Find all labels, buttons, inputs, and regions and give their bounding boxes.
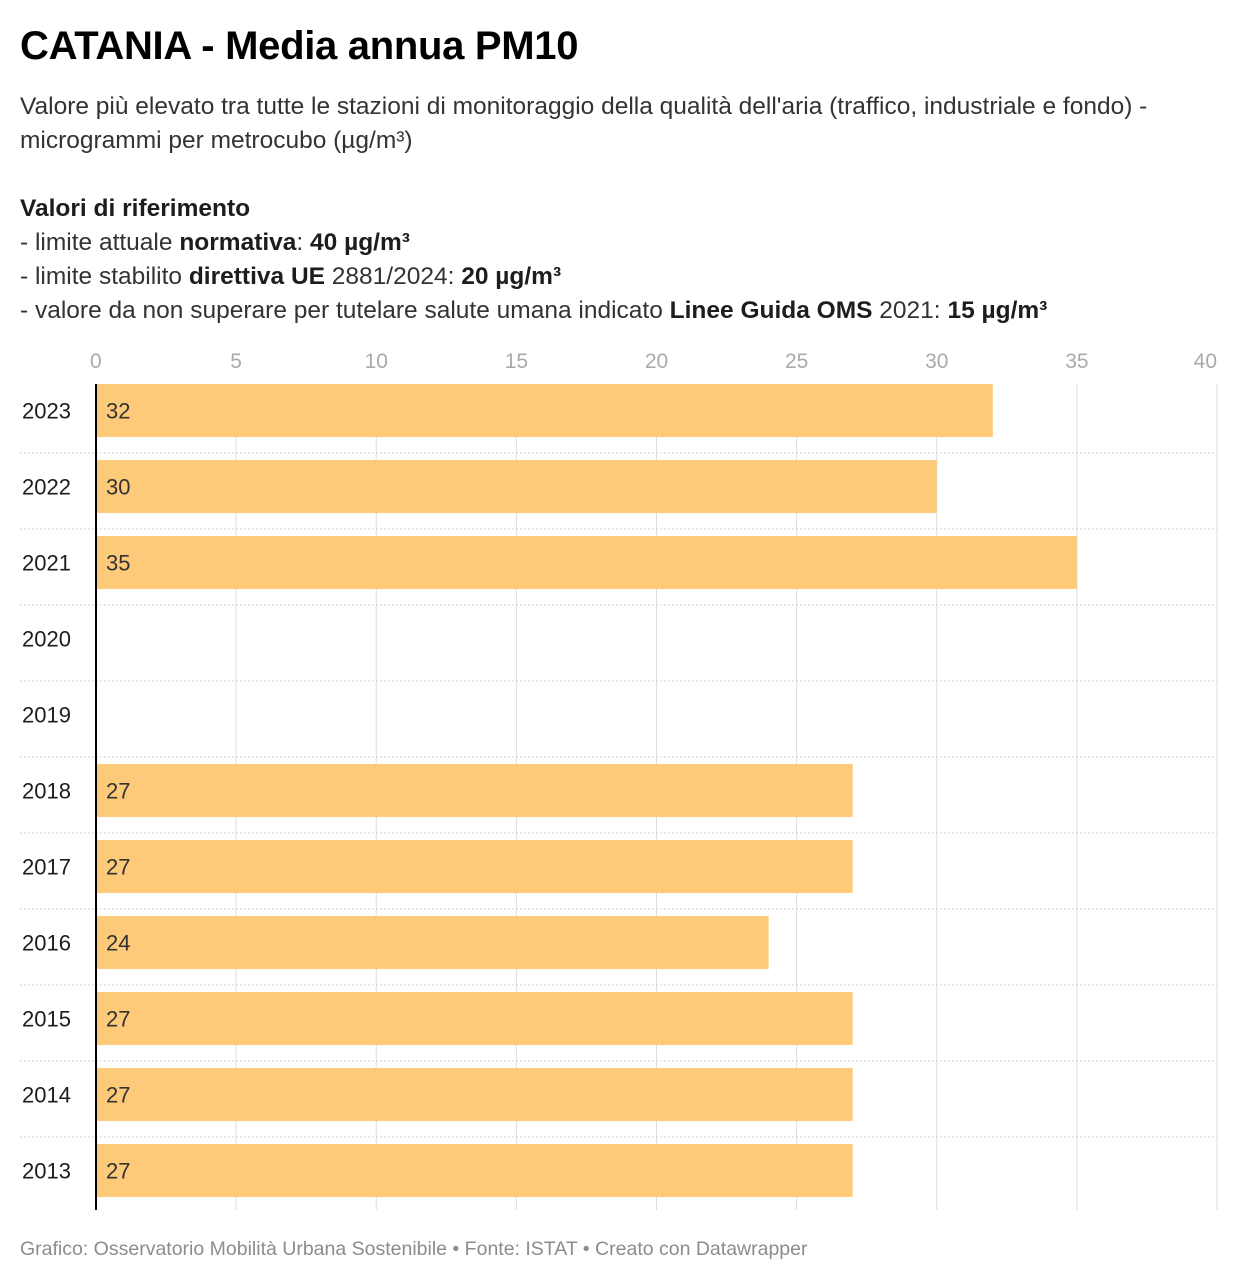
reference-line-normativa: - limite attuale normativa: 40 µg/m³: [20, 226, 1047, 260]
category-label: 2018: [22, 779, 71, 804]
bar: [96, 840, 853, 893]
bar-value-label: 35: [106, 551, 130, 576]
x-tick-label: 30: [925, 350, 948, 373]
x-tick-label: 0: [90, 350, 102, 373]
bar-value-label: 27: [106, 1007, 130, 1032]
category-label: 2021: [22, 551, 71, 576]
chart-title: CATANIA - Media annua PM10: [20, 24, 579, 68]
category-label: 2015: [22, 1007, 71, 1032]
ref1-bold1: normativa: [179, 229, 297, 256]
bar: [96, 1068, 853, 1121]
ref1-bold2: 40 µg/m³: [310, 229, 410, 256]
bar: [96, 916, 769, 969]
chart-subtitle: Valore più elevato tra tutte le stazioni…: [20, 93, 1148, 154]
bar: [96, 992, 853, 1045]
category-label: 2013: [22, 1159, 71, 1184]
x-tick-label: 15: [505, 350, 528, 373]
category-label: 2016: [22, 931, 71, 956]
ref3-bold1: Linee Guida OMS: [669, 297, 873, 324]
category-label: 2017: [22, 855, 71, 880]
ref2-mid: 2881/2024:: [324, 263, 462, 290]
reference-heading: Valori di riferimento: [20, 195, 251, 222]
category-label: 2023: [22, 399, 71, 424]
bar-value-label: 32: [106, 399, 130, 424]
bar: [96, 460, 937, 513]
ref3-pre: - valore da non superare per tutelare sa…: [20, 297, 670, 324]
bar-value-label: 30: [106, 475, 130, 500]
ref3-mid: 2021:: [872, 297, 948, 324]
ref1-pre: - limite attuale: [20, 229, 180, 256]
ref3-bold2: 15 µg/m³: [947, 297, 1048, 324]
x-tick-label: 25: [785, 350, 808, 373]
x-tick-label: 5: [230, 350, 242, 373]
bar: [96, 536, 1077, 589]
reference-line-oms: - valore da non superare per tutelare sa…: [20, 294, 1047, 328]
x-tick-label: 20: [645, 350, 668, 373]
bar: [96, 764, 853, 817]
ref2-bold2: 20 µg/m³: [461, 263, 562, 290]
category-label: 2022: [22, 475, 71, 500]
category-label: 2019: [22, 703, 71, 728]
category-label: 2014: [22, 1083, 71, 1108]
category-label: 2020: [22, 627, 71, 652]
reference-values: Valori di riferimento - limite attuale n…: [20, 192, 1047, 328]
bar-value-label: 27: [106, 779, 130, 804]
bar-value-label: 27: [106, 1083, 130, 1108]
bar-chart: 0 5 10 15 20 25 30 35 40 2023 32 2022 30 2021 35 2020 20…: [20, 350, 1218, 1210]
bar: [96, 1144, 853, 1197]
reference-line-direttiva: - limite stabilito direttiva UE 2881/202…: [20, 260, 1047, 294]
ref2-bold1: direttiva UE: [188, 263, 325, 290]
bar-value-label: 27: [106, 855, 130, 880]
bar-value-label: 24: [106, 931, 130, 956]
x-tick-label: 35: [1065, 350, 1088, 373]
x-tick-label: 40: [1194, 350, 1217, 373]
ref2-pre: - limite stabilito: [20, 263, 189, 290]
ref1-mid: :: [296, 229, 311, 256]
bar: [96, 384, 993, 437]
chart-footer: Grafico: Osservatorio Mobilità Urbana So…: [20, 1238, 808, 1260]
bar-value-label: 27: [106, 1159, 130, 1184]
x-tick-label: 10: [365, 350, 388, 373]
